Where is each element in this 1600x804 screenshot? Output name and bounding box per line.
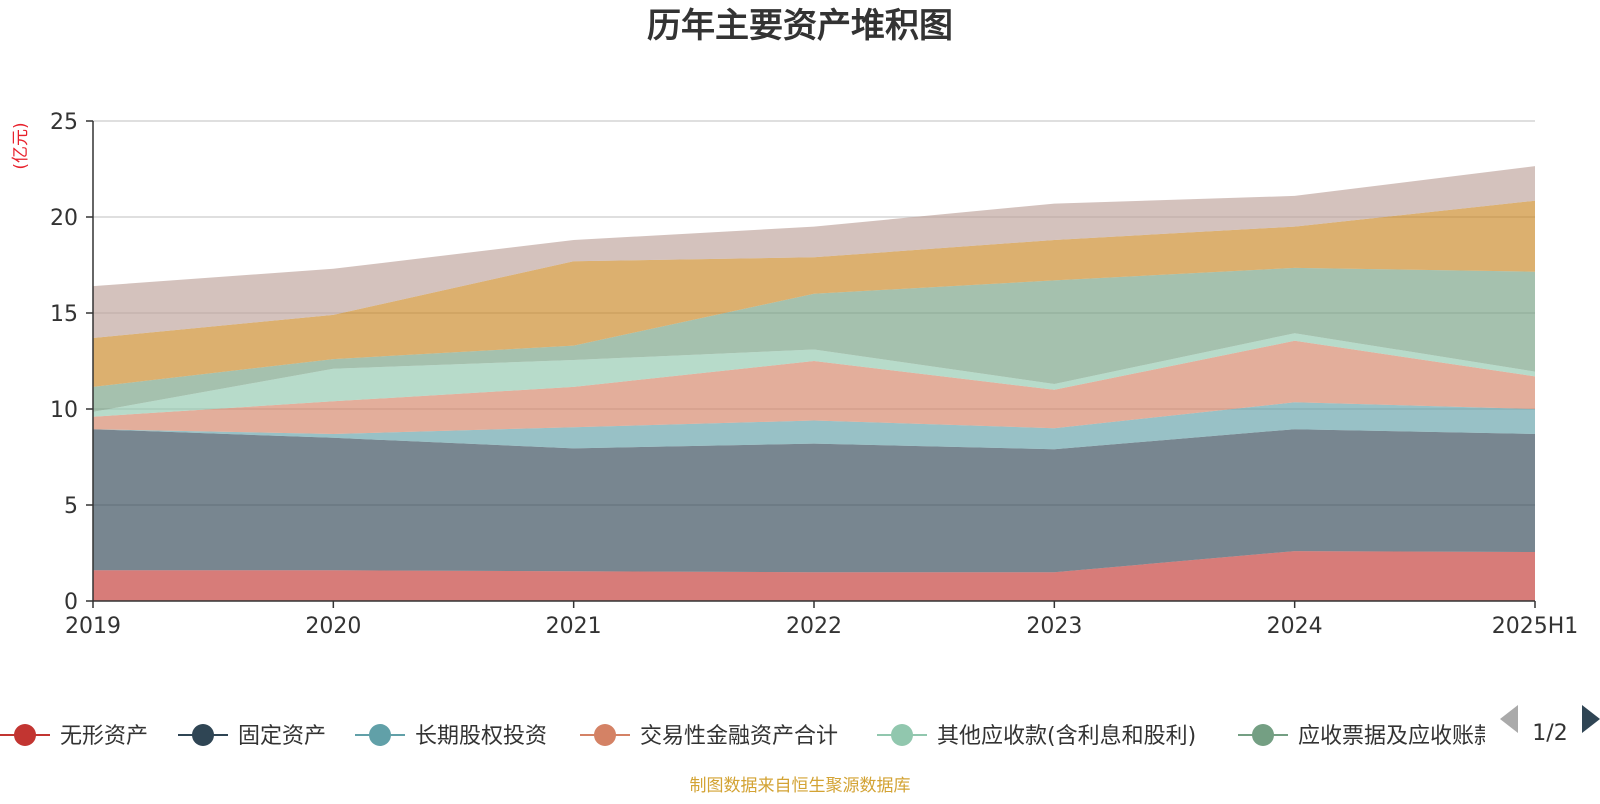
legend-marker-icon: [1252, 724, 1274, 746]
y-tick-label: 0: [64, 590, 78, 615]
area-series-2: [93, 429, 1535, 573]
axes: 0 5 10 15 20 25 2019 2020 2021 2022 2023 2024 2025H1: [50, 110, 1578, 639]
area-series-3: [93, 402, 1535, 450]
x-tick-label: 2024: [1267, 614, 1323, 639]
legend-label: 其他应收款(含利息和股利): [937, 724, 1196, 749]
area-series-group: [93, 166, 1535, 601]
x-tick-label: 2025H1: [1492, 614, 1579, 639]
x-tick-label: 2022: [786, 614, 842, 639]
area-series-6: [93, 267, 1535, 412]
chart-title: 历年主要资产堆积图: [647, 6, 953, 46]
x-tick-label: 2020: [305, 614, 361, 639]
x-tick-label: 2021: [546, 614, 602, 639]
legend-label: 固定资产: [238, 724, 326, 749]
legend-item[interactable]: 无形资产: [0, 724, 148, 749]
legend-marker-icon: [594, 724, 616, 746]
legend-page-indicator: 1/2: [1532, 721, 1567, 746]
x-tick-label: 2019: [65, 614, 121, 639]
legend-marker-icon: [369, 724, 391, 746]
y-axis-unit-label: (亿元): [11, 122, 31, 169]
legend-label: 无形资产: [60, 724, 148, 749]
y-tick-label: 25: [50, 110, 78, 135]
y-tick-label: 10: [50, 398, 78, 423]
legend-marker-icon: [891, 724, 913, 746]
data-source-footer: 制图数据来自恒生聚源数据库: [690, 776, 911, 796]
area-series-7: [93, 200, 1535, 387]
area-series-5: [93, 333, 1535, 417]
legend-item[interactable]: 固定资产: [178, 724, 326, 749]
x-tick-label: 2023: [1026, 614, 1082, 639]
y-tick-label: 20: [50, 206, 78, 231]
triangle-left-icon[interactable]: [1500, 705, 1518, 733]
triangle-right-icon[interactable]: [1582, 705, 1600, 733]
y-tick-label: 5: [64, 494, 78, 519]
legend-label: 长期股权投资: [415, 724, 547, 749]
legend-marker-icon: [14, 724, 36, 746]
legend-label: 交易性金融资产合计: [640, 724, 838, 749]
legend: 无形资产 固定资产 长期股权投资 交易性金融资产合计 其他应收款(含利息和股利) 应收票据…: [0, 724, 1496, 749]
y-tick-label: 15: [50, 302, 78, 327]
legend-marker-icon: [192, 724, 214, 746]
area-series-8: [93, 166, 1535, 338]
area-series-4: [93, 340, 1535, 434]
area-series-1: [93, 551, 1535, 601]
legend-item[interactable]: 长期股权投资: [355, 724, 547, 749]
legend-item[interactable]: 交易性金融资产合计: [580, 724, 838, 749]
legend-item[interactable]: 应收票据及应收账款: [1238, 724, 1496, 749]
legend-label: 应收票据及应收账款: [1298, 724, 1496, 749]
legend-item[interactable]: 其他应收款(含利息和股利): [877, 724, 1196, 749]
